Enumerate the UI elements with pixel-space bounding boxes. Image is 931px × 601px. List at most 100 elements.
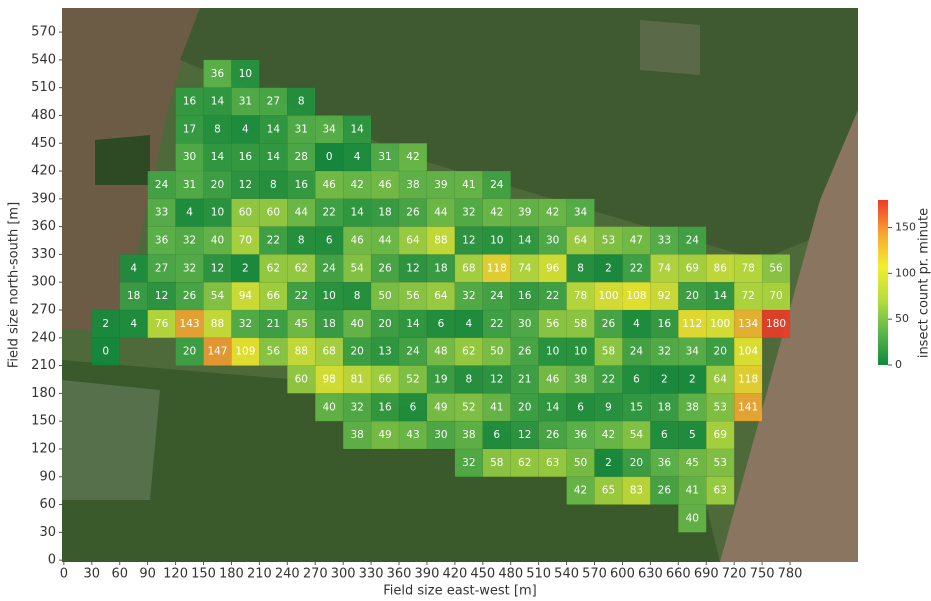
heatmap-cell <box>733 365 763 394</box>
x-tick-label: 240 <box>275 567 300 582</box>
cell-value: 8 <box>214 123 221 135</box>
cell-value: 2 <box>689 373 696 385</box>
heatmap-cell <box>203 226 232 255</box>
cell-value: 18 <box>378 207 391 219</box>
cell-value: 44 <box>378 235 392 247</box>
cell-value: 32 <box>183 262 196 274</box>
heatmap-cell <box>147 226 176 255</box>
cell-value: 32 <box>462 207 475 219</box>
heatmap-cell <box>259 115 288 144</box>
cell-value: 36 <box>658 457 672 469</box>
cell-value: 74 <box>518 262 532 274</box>
heatmap-cell <box>231 170 260 200</box>
heatmap-cell <box>454 198 484 227</box>
heatmap-cell <box>454 420 484 450</box>
heatmap-cell <box>398 281 428 311</box>
heatmap-cell <box>203 198 232 227</box>
cell-value: 64 <box>406 235 420 247</box>
heatmap-cell <box>370 254 400 283</box>
heatmap-cell <box>287 337 316 366</box>
cell-value: 10 <box>574 346 587 358</box>
heatmap-cell <box>733 393 763 422</box>
cell-value: 16 <box>183 96 197 108</box>
cell-value: 78 <box>574 290 587 302</box>
cell-value: 46 <box>350 235 364 247</box>
cell-value: 14 <box>211 151 225 163</box>
heatmap-cell <box>622 476 651 505</box>
cell-value: 26 <box>406 207 420 219</box>
heatmap-cell <box>342 226 372 255</box>
heatmap-cell <box>678 254 707 283</box>
heatmap-cell <box>91 337 120 366</box>
heatmap-cell <box>510 337 539 366</box>
x-tick-label: 750 <box>750 567 775 582</box>
y-tick-label: 450 <box>31 136 56 151</box>
heatmap-cell <box>342 420 372 450</box>
heatmap-cell <box>454 365 484 394</box>
cell-value: 20 <box>714 346 727 358</box>
heatmap-cell <box>259 226 288 255</box>
cell-value: 2 <box>661 373 668 385</box>
cell-value: 28 <box>295 151 308 163</box>
cell-value: 32 <box>350 401 363 413</box>
cell-value: 18 <box>434 262 447 274</box>
x-tick-label: 0 <box>60 567 68 582</box>
heatmap-cell <box>705 365 735 394</box>
heatmap-cell <box>147 309 176 339</box>
heatmap-cell <box>314 309 344 339</box>
heatmap-cell <box>622 226 651 255</box>
cell-value: 68 <box>462 262 475 274</box>
cell-value: 6 <box>493 429 500 441</box>
heatmap-cell <box>231 59 260 88</box>
heatmap-cell <box>370 143 400 172</box>
heatmap-cell <box>733 337 763 366</box>
cell-value: 21 <box>267 318 280 330</box>
x-tick-label: 480 <box>498 567 523 582</box>
cell-value: 20 <box>378 318 391 330</box>
heatmap-cell <box>705 281 735 311</box>
cell-value: 14 <box>546 401 560 413</box>
heatmap-cell <box>650 476 679 505</box>
cell-value: 18 <box>658 401 671 413</box>
heatmap-cell <box>398 365 428 394</box>
x-tick-label: 330 <box>359 567 384 582</box>
cell-value: 9 <box>605 401 612 413</box>
heatmap-cell <box>566 198 595 227</box>
cell-value: 8 <box>298 96 305 108</box>
cell-value: 42 <box>406 151 419 163</box>
cell-value: 54 <box>630 429 644 441</box>
y-tick-label: 390 <box>31 191 56 206</box>
heatmap-cell <box>733 254 763 283</box>
heatmap-cell <box>314 254 344 283</box>
cell-value: 50 <box>574 457 587 469</box>
cell-value: 15 <box>630 401 643 413</box>
heatmap-cell <box>538 281 567 311</box>
heatmap-cell <box>622 448 651 478</box>
heatmap-cell <box>594 281 623 311</box>
colorbar-gradient <box>878 200 888 365</box>
cell-value: 4 <box>130 318 137 330</box>
cell-value: 58 <box>574 318 587 330</box>
heatmap-cell <box>594 448 623 478</box>
heatmap-cell <box>454 448 484 478</box>
heatmap-cell <box>147 170 176 200</box>
cell-value: 12 <box>406 262 419 274</box>
cell-value: 74 <box>658 262 672 274</box>
heatmap-cell <box>538 393 567 422</box>
heatmap-cell <box>761 254 791 283</box>
y-tick-label: 270 <box>31 303 56 318</box>
heatmap-cell <box>398 309 428 339</box>
cell-value: 14 <box>267 151 281 163</box>
cell-value: 81 <box>350 373 363 385</box>
heatmap-cell <box>678 365 707 394</box>
heatmap-cell <box>398 170 428 200</box>
cell-value: 180 <box>766 318 786 330</box>
cell-value: 22 <box>295 290 308 302</box>
cell-value: 20 <box>686 290 699 302</box>
x-tick-label: 570 <box>582 567 607 582</box>
cell-value: 2 <box>242 262 249 274</box>
cell-value: 31 <box>183 179 196 191</box>
heatmap-cell <box>314 198 344 227</box>
cell-value: 60 <box>267 207 280 219</box>
cell-value: 78 <box>741 262 754 274</box>
